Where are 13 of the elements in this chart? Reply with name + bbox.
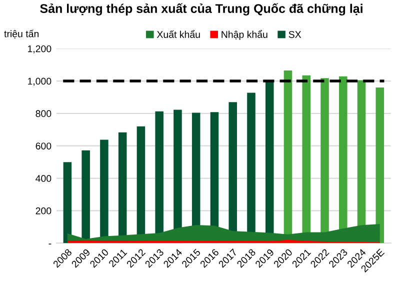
legend-label: SX: [288, 31, 302, 38]
bar: [63, 162, 72, 244]
bar: [376, 88, 384, 244]
chart-title: Sản lượng thép sản xuất của Trung Quốc đã chững lại: [40, 3, 362, 16]
y-axis-title: triệu tấn: [4, 30, 39, 39]
y-tick-label: 800: [36, 110, 52, 118]
y-tick-label: 400: [36, 175, 52, 182]
y-tick-label: 200: [36, 207, 52, 214]
y-tick-label: 600: [36, 142, 52, 150]
y-tick-label: 1,000: [28, 78, 52, 86]
y-tick-label: 1,200: [28, 45, 52, 54]
legend-label: Nhập khẩu: [222, 30, 268, 40]
legend-label: Xuất khẩu: [156, 30, 200, 38]
